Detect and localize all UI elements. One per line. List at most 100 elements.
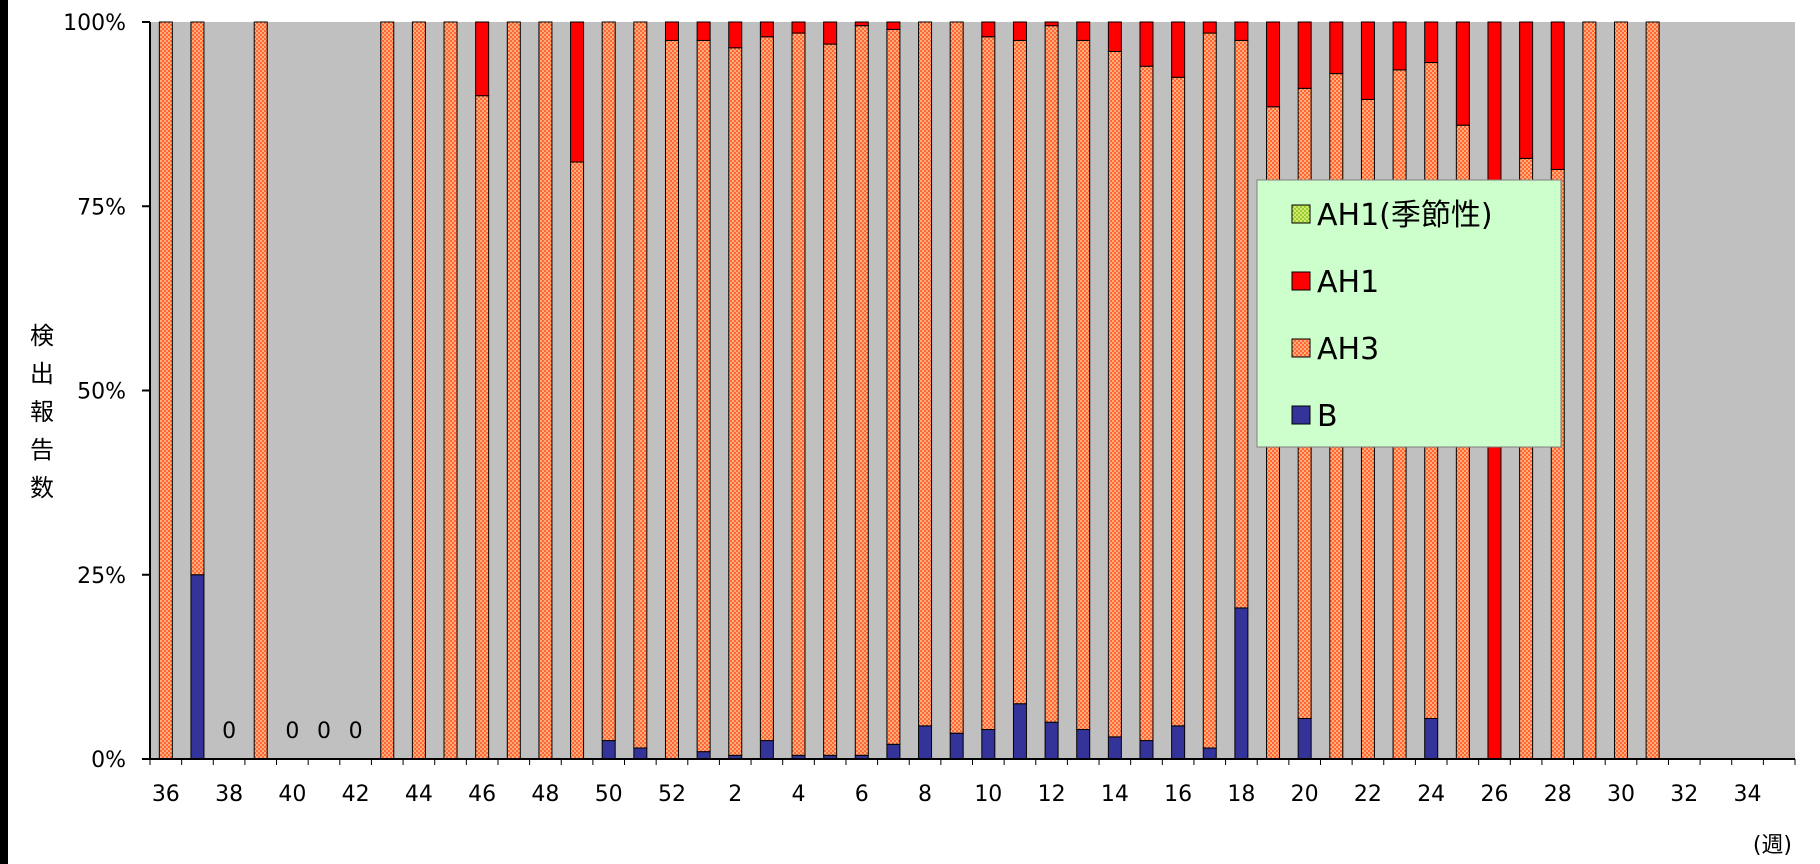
legend-swatch-ah1-0 [1291,204,1311,224]
bar-ah3-49-13 [570,161,585,760]
x-tick-label-46-5: 46 [468,782,496,807]
bar-ah1-3-19 [759,21,774,38]
bar-ah1-11-27 [1012,21,1027,41]
bar-ah3-18-34 [1234,39,1249,609]
x-tick-label-26-21: 26 [1480,782,1508,807]
bar-b-20-36 [1297,717,1312,760]
y-axis-label-char-1: 出 [30,360,54,388]
x-tick-label-34-25: 34 [1734,782,1762,807]
bar-ah3-36-0 [158,21,173,760]
bar-ah3-16-32 [1171,76,1186,727]
bar-ah1-22-38 [1360,21,1375,100]
x-tick-label-48-6: 48 [531,782,559,807]
bar-b-8-24 [918,725,933,760]
x-tick-label-44-4: 44 [405,782,433,807]
x-tick-label-10-13: 10 [974,782,1002,807]
bar-ah1-10-26 [981,21,996,38]
bar-ah3-29-45 [1582,21,1597,760]
zero-label-41: 0 [317,719,331,744]
bar-ah1-52-16 [664,21,679,41]
bar-ah3-2-18 [728,47,743,756]
x-tick-label-20-18: 20 [1291,782,1319,807]
y-tick-label-2: 50% [77,380,126,405]
x-tick-label-42-3: 42 [342,782,370,807]
bar-ah3-44-8 [411,21,426,760]
bar-ah3-31-47 [1645,21,1660,760]
bar-ah1-21-37 [1329,21,1344,75]
bar-ah1-25-41 [1455,21,1470,126]
bar-ah1-46-10 [475,21,490,97]
bar-b-14-30 [1107,736,1122,760]
bar-b-16-32 [1171,725,1186,760]
legend-swatch-ah3-2 [1291,338,1311,358]
bar-ah3-15-31 [1139,65,1154,742]
y-ticks-group: 0% 25% 50% 75% 100% [63,11,150,773]
legend-label-ah3-2: AH3 [1317,332,1379,367]
bar-b-13-29 [1076,729,1091,760]
y-tick-label-1: 25% [77,564,126,589]
bar-ah1-16-32 [1171,21,1186,78]
legend-label-b-3: B [1317,399,1338,434]
bar-ah1-49-13 [570,21,585,163]
bar-ah1-28-44 [1550,21,1565,170]
x-tick-label-18-17: 18 [1227,782,1255,807]
bar-ah3-7-23 [886,28,901,745]
bar-ah3-13-29 [1076,39,1091,731]
bar-ah1-1-17 [696,21,711,41]
bar-ah1-27-43 [1519,21,1534,159]
x-tick-label-28-22: 28 [1544,782,1572,807]
bar-ah1-13-29 [1076,21,1091,41]
x-tick-label-24-20: 24 [1417,782,1445,807]
legend-box [1256,179,1562,448]
bar-b-11-27 [1012,703,1027,760]
bar-b-10-26 [981,729,996,760]
bar-ah1-15-31 [1139,21,1154,67]
y-tick-label-0: 0% [91,748,126,773]
bar-ah1-7-23 [886,21,901,30]
x-tick-label-8-12: 8 [918,782,932,807]
bar-ah3-47-11 [506,21,521,760]
bar-ah1-6-22 [854,21,869,27]
y-tick-label-3: 75% [77,195,126,220]
bar-ah3-52-16 [664,39,679,760]
x-tick-label-2-9: 2 [728,782,742,807]
x-axis-unit-label: (週) [1753,833,1792,858]
y-tick-label-4: 100% [63,11,126,36]
bar-ah3-43-7 [380,21,395,760]
x-tick-label-4-10: 4 [792,782,806,807]
bar-b-51-15 [633,747,648,760]
bar-ah1-20-36 [1297,21,1312,89]
legend-label-ah1-0: AH1(季節性) [1317,198,1493,233]
bar-ah3-3-19 [759,36,774,742]
x-tick-label-52-8: 52 [658,782,686,807]
bar-b-50-14 [601,740,616,760]
x-tick-label-14-15: 14 [1101,782,1129,807]
x-tick-label-6-11: 6 [855,782,869,807]
bar-ah3-8-24 [918,21,933,727]
bar-b-9-25 [949,732,964,760]
y-axis-label-char-3: 告 [30,436,54,464]
bar-ah3-48-12 [538,21,553,760]
bar-ah3-5-21 [823,43,838,756]
bar-ah1-18-34 [1234,21,1249,41]
bar-b-3-19 [759,740,774,760]
x-tick-label-40-2: 40 [278,782,306,807]
bar-ah3-4-20 [791,32,806,756]
bar-ah3-10-26 [981,36,996,731]
bar-ah3-11-27 [1012,39,1027,705]
x-tick-label-12-14: 12 [1038,782,1066,807]
bar-ah3-39-3 [253,21,268,760]
bar-ah1-14-30 [1107,21,1122,52]
bars-group [158,21,1660,760]
bar-b-15-31 [1139,740,1154,760]
bar-ah3-30-46 [1614,21,1629,760]
bar-b-12-28 [1044,721,1059,760]
bar-b-18-34 [1234,607,1249,760]
bar-ah3-45-9 [443,21,458,760]
bar-ah3-51-15 [633,21,648,749]
zero-label-42: 0 [349,719,363,744]
legend-label-ah1-1: AH1 [1317,265,1379,300]
x-tick-label-22-19: 22 [1354,782,1382,807]
